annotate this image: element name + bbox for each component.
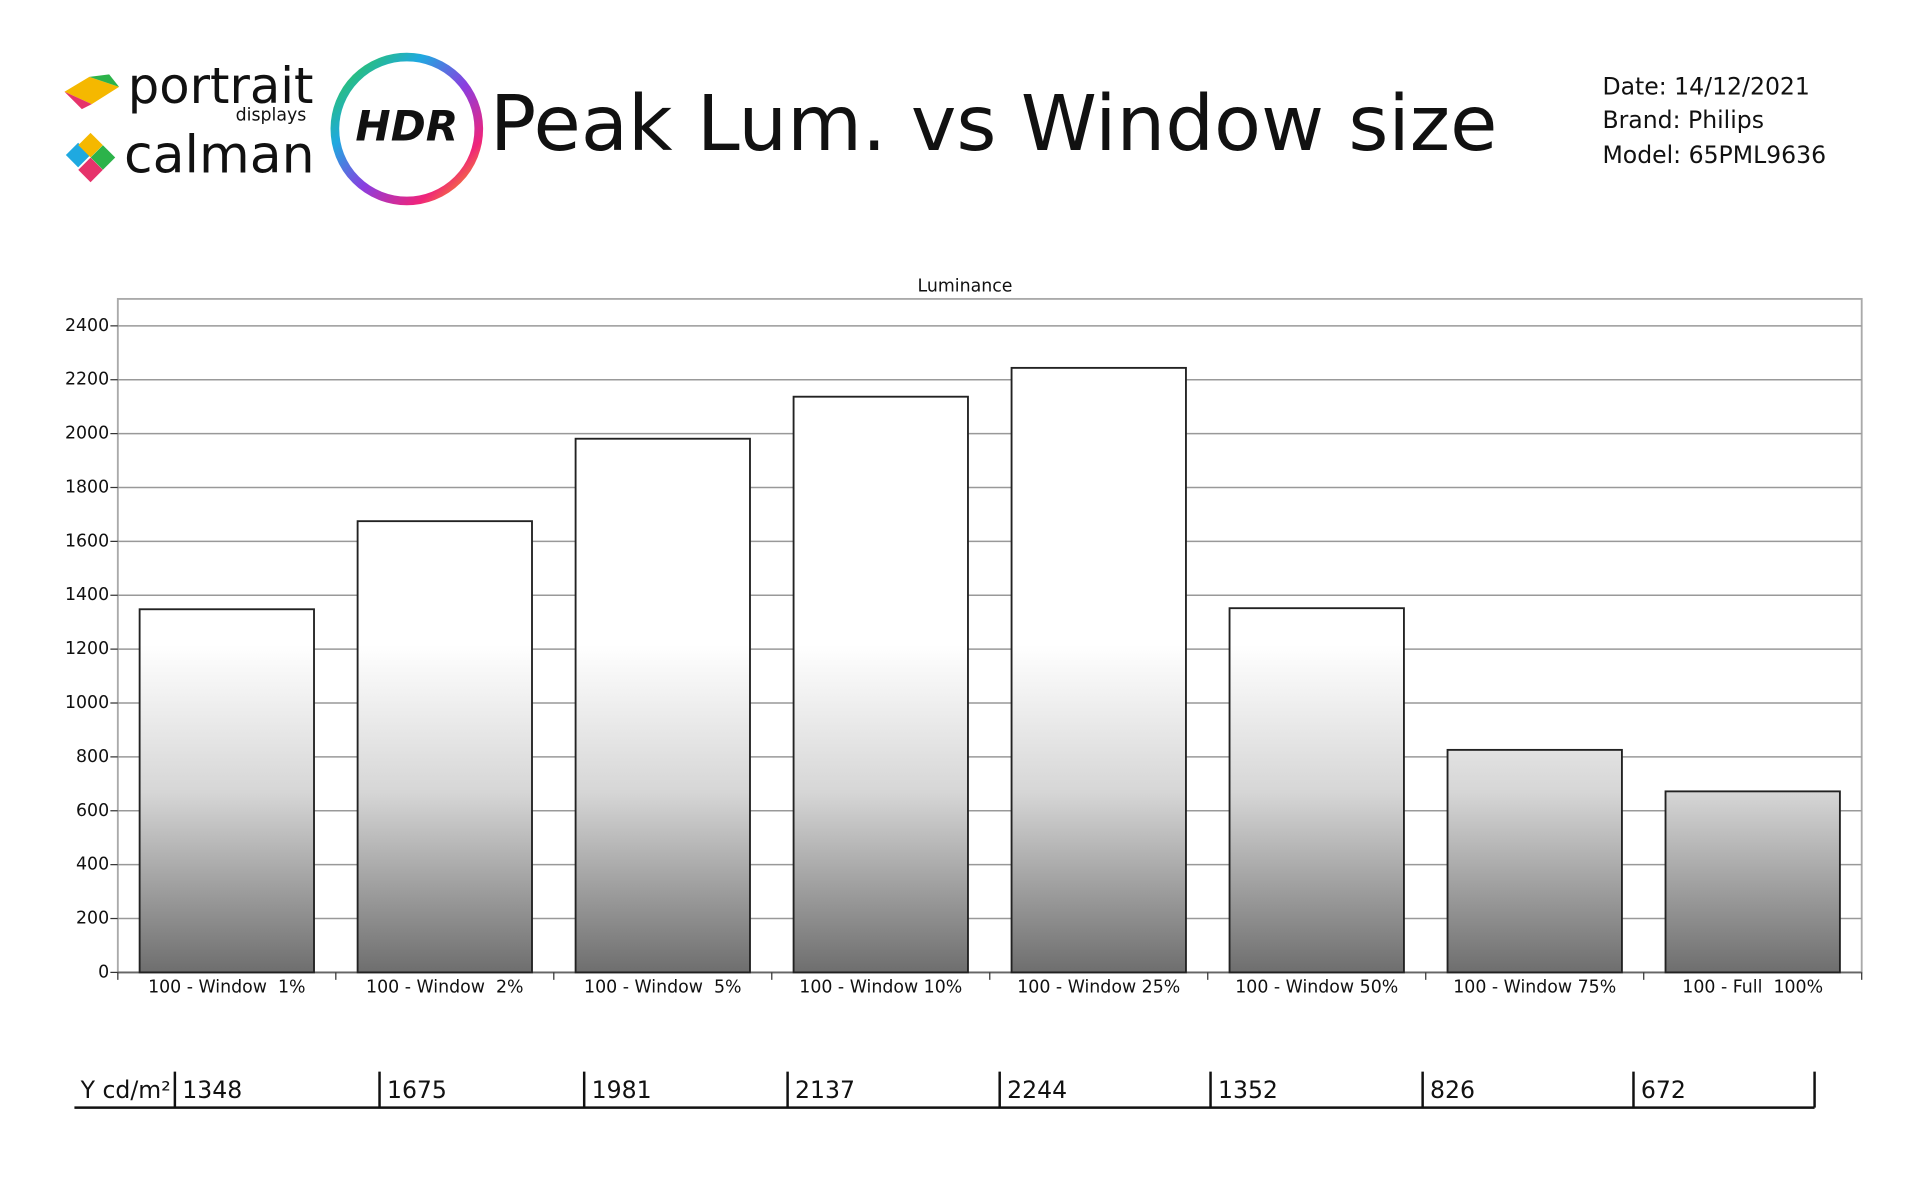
chart-title: Peak Lum. vs Window size [490, 80, 1498, 169]
y-tick-label: 0 [98, 962, 109, 982]
y-tick-label: 1200 [65, 639, 109, 659]
bar [356, 520, 533, 974]
bar [1228, 607, 1405, 974]
bar [1446, 748, 1623, 974]
y-tick-label: 200 [76, 909, 109, 929]
logo-mark [78, 157, 103, 183]
y-tick-label: 2200 [65, 370, 109, 390]
plot-title: Luminance [917, 277, 1012, 297]
y-tick-label: 2000 [65, 424, 109, 444]
badge-ring [330, 52, 484, 206]
info-line: Brand: Philips [1602, 106, 1764, 134]
brand-bottom: calman [124, 126, 315, 186]
x-tick-label: 100 - Window 10% [799, 977, 962, 997]
info-line: Date: 14/12/2021 [1602, 73, 1809, 101]
row-label: Y cd/m² [80, 1076, 171, 1104]
logo-mark [89, 74, 120, 87]
table-value: 1352 [1218, 1076, 1278, 1104]
table-value: 672 [1641, 1076, 1686, 1104]
bar [792, 395, 969, 974]
y-tick-label: 1400 [65, 585, 109, 605]
info-line: Model: 65PML9636 [1602, 141, 1826, 169]
x-tick-label: 100 - Window 1% [148, 977, 305, 997]
y-tick-label: 600 [76, 801, 109, 821]
y-tick-label: 400 [76, 855, 109, 875]
table-value: 2137 [795, 1076, 855, 1104]
y-tick-label: 1600 [65, 531, 109, 551]
table-value: 1675 [387, 1076, 447, 1104]
table-value: 1348 [182, 1076, 242, 1104]
x-tick-label: 100 - Window 2% [366, 977, 523, 997]
table-value: 2244 [1007, 1076, 1067, 1104]
logo-mark [64, 76, 120, 105]
logo-mark [64, 91, 92, 110]
bar [1010, 366, 1187, 974]
table-value: 1981 [592, 1076, 652, 1104]
x-tick-label: 100 - Window 75% [1453, 977, 1616, 997]
brand-top-sub: displays [236, 105, 307, 125]
y-tick-label: 1800 [65, 477, 109, 497]
bar [1664, 790, 1841, 974]
y-tick-label: 1000 [65, 693, 109, 713]
bar [138, 608, 315, 974]
badge: HDR [355, 101, 458, 150]
brand-top: portrait [128, 57, 314, 115]
x-tick-label: 100 - Window 5% [584, 977, 741, 997]
y-tick-label: 800 [76, 747, 109, 767]
x-tick-label: 100 - Window 25% [1017, 977, 1180, 997]
logo: portrait displays calman HDR [64, 52, 484, 206]
bar [574, 437, 751, 974]
table-value: 826 [1430, 1076, 1475, 1104]
y-tick-label: 2400 [65, 316, 109, 336]
x-tick-label: 100 - Window 50% [1235, 977, 1398, 997]
x-tick-label: 100 - Full 100% [1682, 977, 1823, 997]
